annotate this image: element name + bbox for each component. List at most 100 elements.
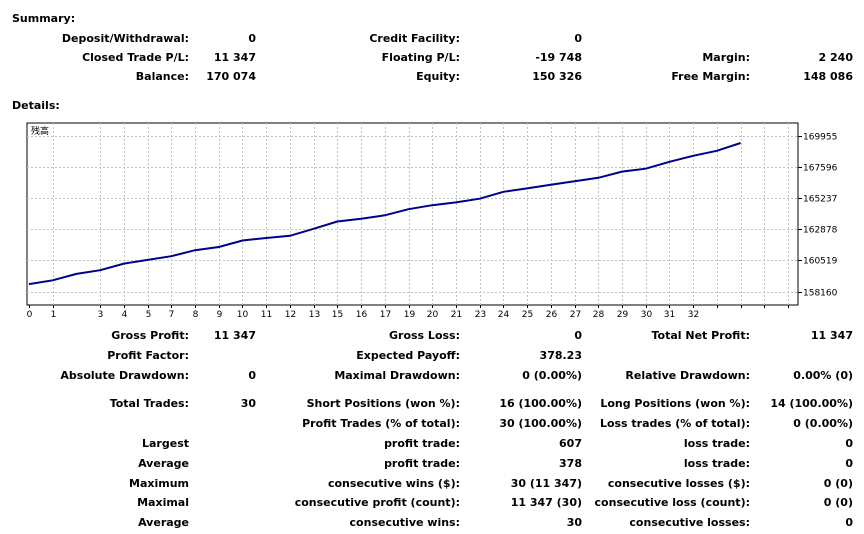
details-label: consecutive losses:: [629, 516, 750, 529]
x-tick-label: 5: [146, 310, 152, 318]
details-value: 11 347: [213, 329, 256, 342]
x-tick-label: 0: [27, 310, 33, 318]
details-value: 30 (11 347): [510, 477, 582, 490]
balance-chart: 残高 158160160519162878165237167596169955 …: [26, 122, 838, 318]
x-tick-label: 24: [498, 310, 510, 318]
details-value: 16 (100.00%): [499, 397, 582, 410]
details-value: 0 (0): [823, 477, 853, 490]
details-label: Short Positions (won %):: [306, 397, 460, 410]
x-tick-label: 4: [122, 310, 128, 318]
details-label: Gross Profit:: [111, 329, 189, 342]
details-label: consecutive profit (count):: [294, 496, 460, 509]
summary-value: 11 347: [213, 51, 256, 64]
details-label: Relative Drawdown:: [625, 369, 750, 382]
x-tick-label: 13: [309, 310, 320, 318]
chart-grid: [27, 123, 798, 305]
details-value: 378: [559, 457, 582, 470]
summary-value: -19 748: [535, 51, 582, 64]
details-value: 30: [566, 516, 582, 529]
x-tick-label: 21: [451, 310, 462, 318]
x-tick-label: 11: [261, 310, 272, 318]
x-tick-label: 31: [664, 310, 675, 318]
x-tick-label: 29: [617, 310, 629, 318]
x-tick-label: 16: [356, 310, 368, 318]
summary-label: Credit Facility:: [369, 32, 460, 45]
summary-label: Floating P/L:: [381, 51, 460, 64]
details-value: 0: [574, 329, 582, 342]
details-value: 11 347 (30): [510, 496, 582, 509]
summary-label: Balance:: [135, 70, 189, 83]
details-value: 0 (0): [823, 496, 853, 509]
details-label: Largest: [142, 437, 189, 450]
x-tick-label: 26: [546, 310, 558, 318]
details-label: Maximal Drawdown:: [334, 369, 460, 382]
x-tick-label: 12: [285, 310, 296, 318]
summary-label: Equity:: [416, 70, 460, 83]
y-tick-label: 169955: [803, 133, 837, 143]
x-tick-label: 10: [237, 310, 249, 318]
x-tick-label: 7: [169, 310, 175, 318]
x-tick-label: 28: [593, 310, 605, 318]
x-tick-label: 20: [427, 310, 439, 318]
chart-plot-area: [26, 122, 799, 306]
x-tick-label: 1: [51, 310, 57, 318]
summary-label: Free Margin:: [671, 70, 750, 83]
details-label: Long Positions (won %):: [600, 397, 750, 410]
details-label: loss trade:: [683, 437, 750, 450]
x-tick-label: 17: [380, 310, 391, 318]
summary-value: 150 326: [532, 70, 582, 83]
details-value: 30 (100.00%): [499, 417, 582, 430]
details-value: 0.00% (0): [793, 369, 853, 382]
details-label: Loss trades (% of total):: [599, 417, 750, 430]
details-label: Average: [138, 457, 189, 470]
chart-y-axis: 158160 160519 162878 165237 167596 169955: [798, 133, 838, 299]
details-label: consecutive wins ($):: [327, 477, 460, 490]
details-value: 378.23: [539, 349, 582, 362]
summary-label: Margin:: [702, 51, 750, 64]
details-label: Maximal: [137, 496, 189, 509]
details-label: profit trade:: [384, 457, 460, 470]
details-value: 11 347: [810, 329, 853, 342]
x-tick-label: 25: [522, 310, 533, 318]
x-tick-label: 32: [688, 310, 699, 318]
chart-x-axis: 0 1 3 4 5 7 8 9 10 11 12 13 15 16 17 19 20 21 23 24 25 26 27 28…: [27, 305, 789, 318]
x-tick-label: 27: [570, 310, 581, 318]
y-tick-label: 160519: [803, 257, 838, 267]
details-label: loss trade:: [683, 457, 750, 470]
details-value: 0: [845, 516, 853, 529]
summary-label: Deposit/Withdrawal:: [61, 32, 189, 45]
details-label: profit trade:: [384, 437, 460, 450]
details-label: Average: [138, 516, 189, 529]
details-label: Expected Payoff:: [356, 349, 460, 362]
details-value: 30: [240, 397, 256, 410]
details-value: 0: [845, 457, 853, 470]
y-tick-label: 167596: [803, 164, 838, 174]
details-label: Total Net Profit:: [651, 329, 751, 342]
x-tick-label: 19: [404, 310, 416, 318]
y-tick-label: 165237: [803, 195, 837, 205]
details-label: Absolute Drawdown:: [60, 369, 189, 382]
y-tick-label: 158160: [803, 289, 838, 299]
details-label: consecutive loss (count):: [594, 496, 750, 509]
y-tick-label: 162878: [803, 226, 838, 236]
x-tick-label: 30: [641, 310, 653, 318]
summary-heading: Summary:: [12, 12, 76, 25]
details-label: Maximum: [129, 477, 189, 490]
balance-line: [28, 142, 741, 286]
details-heading: Details:: [12, 99, 60, 112]
details-label: Profit Trades (% of total):: [302, 417, 460, 430]
details-value: 0: [248, 369, 256, 382]
details-value: 14 (100.00%): [770, 397, 853, 410]
summary-value: 170 074: [206, 70, 256, 83]
x-tick-label: 3: [98, 310, 104, 318]
summary-value: 0: [574, 32, 582, 45]
x-tick-label: 9: [217, 310, 223, 318]
summary-value: 148 086: [803, 70, 853, 83]
details-label: consecutive wins:: [349, 516, 460, 529]
x-tick-label: 15: [332, 310, 343, 318]
details-value: 0 (0.00%): [522, 369, 582, 382]
summary-label: Closed Trade P/L:: [82, 51, 189, 64]
details-value: 607: [559, 437, 582, 450]
details-value: 0 (0.00%): [793, 417, 853, 430]
x-tick-label: 23: [475, 310, 486, 318]
